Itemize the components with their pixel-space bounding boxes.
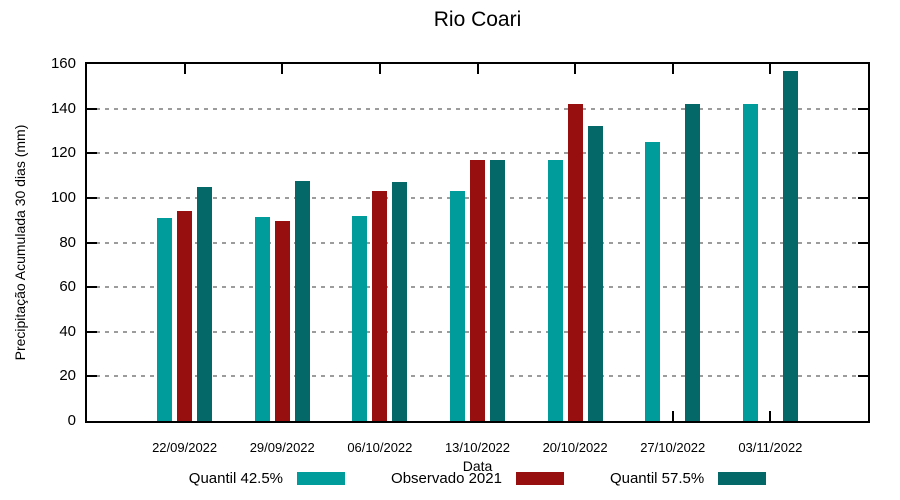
- y-tick-label-140: 140: [50, 99, 76, 117]
- legend-item-quantil-57-5: Quantil 57.5%: [609, 470, 767, 487]
- x-tick-label-4: 20/10/2022: [542, 440, 608, 455]
- x-tick-top: [378, 64, 381, 74]
- legend-swatch-dark-red: [515, 472, 564, 485]
- bar-observado-2021-3: [470, 159, 485, 421]
- x-tick-top: [476, 64, 479, 74]
- x-tick-label-0: 22/09/2022: [152, 440, 218, 455]
- y-tick-label-0: 0: [67, 412, 76, 429]
- y-tick-right: [858, 152, 868, 155]
- y-tick-label-100: 100: [50, 188, 76, 206]
- bar-quantil-57-5--2: [392, 182, 408, 421]
- legend-item-observado-2021: Observado 2021: [391, 470, 564, 487]
- y-tick-right: [858, 241, 868, 244]
- bar-quantil-57-5--1: [294, 181, 310, 421]
- y-tick-right: [858, 330, 868, 333]
- y-tick-left: [87, 241, 97, 244]
- bar-quantil-57-5--3: [490, 159, 505, 421]
- y-tick-left: [87, 152, 97, 155]
- y-tick-label-120: 120: [50, 144, 76, 162]
- bar-quantil-57-5--4: [587, 126, 603, 421]
- y-tick-label-160: 160: [50, 55, 76, 72]
- x-tick-top: [769, 64, 772, 74]
- legend-label: Observado 2021: [391, 470, 502, 487]
- bar-quantil-42-5--6: [742, 104, 758, 421]
- bar-observado-2021-0: [177, 211, 193, 421]
- legend-swatch-dark-teal: [718, 472, 767, 485]
- y-tick-left: [87, 375, 97, 378]
- legend: Quantil 42.5% Observado 2021 Quantil 57.…: [85, 470, 870, 487]
- y-tick-right: [858, 107, 868, 110]
- x-tick-top: [574, 64, 577, 74]
- gridline-120: [87, 152, 868, 155]
- y-tick-right: [858, 196, 868, 199]
- legend-item-quantil-42-5: Quantil 42.5%: [188, 470, 346, 487]
- x-tick-label-6: 03/11/2022: [738, 440, 803, 455]
- legend-label: Quantil 42.5%: [188, 470, 284, 487]
- bar-quantil-42-5--2: [352, 215, 368, 421]
- chart-title: Rio Coari: [433, 8, 522, 31]
- bar-quantil-57-5--5: [685, 104, 701, 421]
- x-tick-bottom: [671, 411, 674, 421]
- y-tick-right: [858, 375, 868, 378]
- y-tick-left: [87, 330, 97, 333]
- x-tick-bottom: [769, 411, 772, 421]
- x-tick-label-5: 27/10/2022: [640, 440, 706, 455]
- x-tick-label-3: 13/10/2022: [444, 440, 511, 455]
- bar-quantil-42-5--0: [157, 217, 173, 421]
- y-tick-left: [87, 286, 97, 289]
- x-tick-top: [281, 64, 284, 74]
- y-tick-label-80: 80: [59, 233, 76, 251]
- bar-quantil-42-5--1: [254, 216, 270, 421]
- plot-area: [85, 62, 870, 423]
- bar-observado-2021-1: [274, 221, 290, 421]
- legend-label: Quantil 57.5%: [609, 470, 705, 487]
- y-tick-label-60: 60: [59, 278, 76, 296]
- x-tick-top: [671, 64, 674, 74]
- bar-observado-2021-4: [567, 104, 583, 421]
- x-tick-label-2: 06/10/2022: [347, 440, 413, 455]
- legend-swatch-teal: [297, 472, 346, 485]
- y-tick-left: [87, 196, 97, 199]
- y-tick-right: [858, 286, 868, 289]
- bar-quantil-57-5--6: [782, 70, 798, 421]
- bar-observado-2021-2: [372, 191, 388, 421]
- bar-quantil-42-5--3: [450, 191, 465, 421]
- bar-quantil-42-5--5: [645, 142, 661, 421]
- x-tick-top: [183, 64, 186, 74]
- bar-quantil-42-5--4: [547, 159, 563, 421]
- gridline-140: [87, 107, 868, 110]
- x-tick-label-1: 29/09/2022: [249, 440, 315, 455]
- y-tick-label-40: 40: [59, 322, 76, 340]
- y-tick-left: [87, 107, 97, 110]
- bar-quantil-57-5--0: [197, 186, 213, 421]
- x-axis-label: Data: [462, 458, 493, 474]
- y-tick-label-20: 20: [59, 367, 76, 385]
